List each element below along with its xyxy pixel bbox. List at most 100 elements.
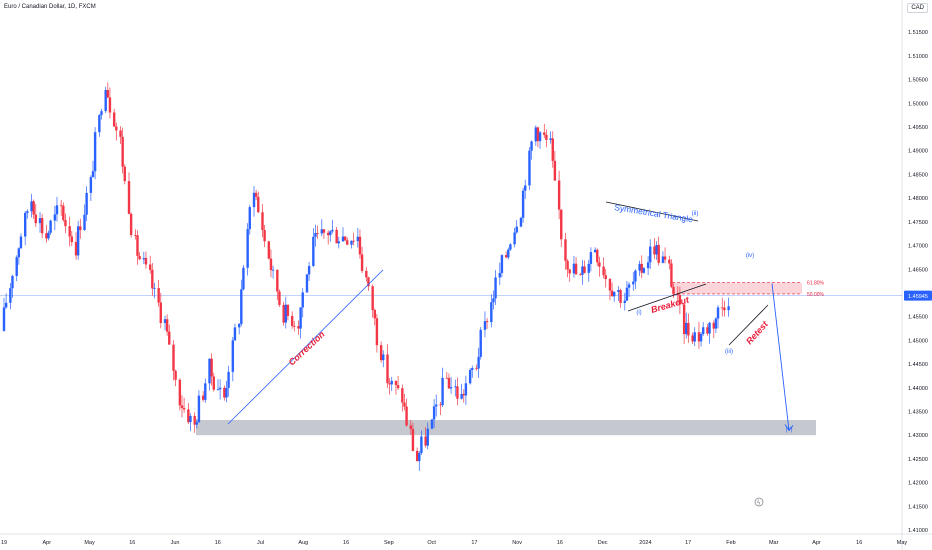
- candle-body: [490, 302, 493, 323]
- candle-body: [197, 395, 201, 423]
- candle-body: [314, 233, 317, 237]
- candle-body: [721, 307, 724, 309]
- candle-body: [180, 405, 184, 408]
- candle-body: [424, 436, 427, 446]
- y-tick-label: 1.47500: [908, 220, 928, 226]
- candle-body: [271, 269, 275, 271]
- candle-body: [142, 258, 146, 260]
- candle-body: [316, 233, 319, 234]
- y-tick-label: 1.48500: [908, 172, 928, 178]
- candle-body: [331, 229, 334, 232]
- candle-body: [218, 387, 222, 390]
- candle-body: [566, 260, 569, 270]
- candle-body: [85, 192, 88, 215]
- wave-label-i: (i): [636, 310, 641, 316]
- candle-body: [9, 288, 12, 303]
- y-tick-label: 1.45500: [908, 315, 928, 321]
- candle-body: [174, 370, 177, 380]
- candle-body: [165, 319, 169, 332]
- candle-body: [365, 270, 368, 278]
- candle-body: [716, 307, 720, 319]
- candle-body: [557, 180, 561, 210]
- candle-body: [445, 377, 449, 379]
- candle-body: [494, 277, 497, 299]
- candle-body: [640, 263, 643, 273]
- candle-body: [634, 270, 637, 282]
- candle-body: [356, 236, 360, 242]
- triangle-top-line: [605, 201, 699, 222]
- candle-body: [123, 166, 126, 182]
- candle-body: [701, 327, 705, 334]
- candle-body: [678, 295, 682, 305]
- candle-body: [471, 368, 474, 371]
- candle-body: [62, 205, 65, 221]
- candle-body: [134, 234, 137, 236]
- candle-body: [409, 425, 413, 429]
- candle-body: [723, 307, 726, 311]
- candle-body: [441, 377, 444, 406]
- candle-body: [691, 335, 694, 342]
- candle-body: [642, 268, 646, 273]
- x-tick-label: Sep: [384, 540, 394, 546]
- y-tick-label: 1.49000: [908, 149, 928, 155]
- candle-body: [447, 377, 451, 389]
- candle-body: [350, 240, 353, 245]
- candle-body: [632, 281, 635, 285]
- candle-body: [708, 322, 711, 334]
- candle-body: [519, 217, 523, 227]
- x-tick-label: Nov: [512, 540, 522, 546]
- y-tick-label: 1.42500: [908, 457, 928, 463]
- candle-body: [60, 205, 63, 207]
- candle-body: [195, 422, 199, 425]
- y-tick-label: 1.51500: [908, 30, 928, 36]
- candle-body: [509, 244, 512, 250]
- candle-body: [420, 436, 423, 453]
- candle-body: [276, 269, 279, 292]
- candle-body: [79, 226, 82, 230]
- candle-body: [411, 428, 415, 451]
- candle-body: [498, 273, 501, 278]
- candle-body: [608, 279, 612, 291]
- x-tick-label: May: [897, 540, 908, 546]
- candle-body: [593, 249, 597, 253]
- chart-title: Euro / Canadian Dollar, 1D, FXCM: [4, 4, 96, 10]
- candle-body: [613, 291, 616, 297]
- candle-body: [237, 323, 241, 328]
- candle-body: [148, 264, 152, 270]
- y-tick-label: 1.44000: [908, 386, 928, 392]
- candle-body: [282, 304, 285, 323]
- candle-body: [483, 321, 487, 330]
- fib-label: 50.00%: [807, 292, 825, 298]
- candle-body: [233, 327, 237, 341]
- candle-body: [596, 249, 599, 263]
- candle-body: [454, 386, 457, 388]
- candle-body: [352, 240, 355, 242]
- candle-body: [625, 287, 629, 301]
- candle-body: [212, 376, 215, 390]
- x-tick-label: 16: [129, 540, 135, 546]
- candle-body: [157, 288, 160, 303]
- candle-body: [326, 232, 330, 236]
- candle-body: [284, 304, 287, 323]
- candle-body: [653, 246, 656, 255]
- candle-body: [343, 236, 347, 241]
- x-tick-label: Jul: [257, 540, 264, 546]
- candle-body: [299, 307, 302, 329]
- candle-body: [549, 138, 552, 140]
- candle-body: [564, 239, 567, 261]
- candle-body: [307, 265, 311, 275]
- candle-body: [560, 209, 563, 240]
- candle-body: [89, 177, 93, 193]
- candle-body: [479, 329, 482, 357]
- support-zone: [196, 420, 816, 436]
- candle-body: [617, 290, 620, 292]
- current-price-tag: [904, 290, 932, 301]
- candle-body: [687, 322, 690, 336]
- x-tick-label: 16: [215, 540, 221, 546]
- y-tick-label: 1.45000: [908, 338, 928, 344]
- candle-body: [201, 395, 205, 400]
- candle-body: [530, 141, 533, 151]
- candle-body: [49, 220, 52, 233]
- currency-badge[interactable]: CAD: [907, 3, 928, 13]
